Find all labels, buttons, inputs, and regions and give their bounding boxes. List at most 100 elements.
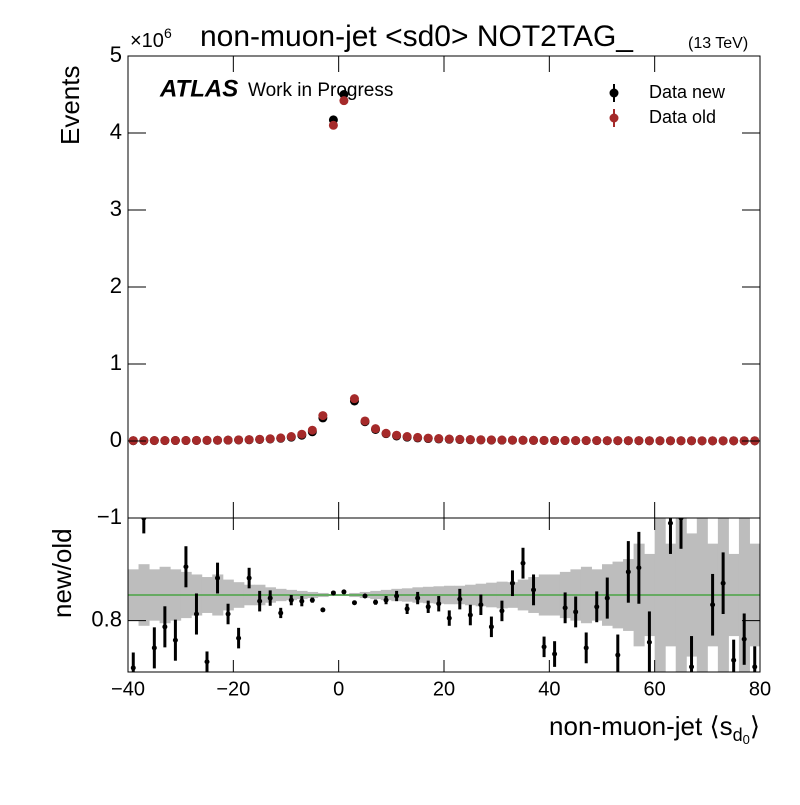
data-point [371, 424, 381, 434]
ratio-point [646, 639, 652, 645]
ratio-point [151, 645, 157, 651]
ratio-point [394, 593, 400, 599]
y-tick-label: 1 [110, 350, 122, 375]
data-point [149, 436, 159, 446]
data-point [592, 436, 602, 446]
ratio-point [667, 520, 673, 526]
x-axis-label: non-muon-jet ⟨sd0⟩ [549, 711, 760, 748]
data-point [708, 436, 718, 446]
data-point [265, 434, 275, 444]
data-point [507, 435, 517, 445]
data-point [160, 436, 170, 446]
ratio-point [204, 659, 210, 665]
data-point [328, 120, 338, 130]
ratio-point [183, 564, 189, 570]
x-tick-label: 40 [538, 678, 560, 700]
energy-label: (13 TeV) [688, 35, 748, 52]
x-label-subsub: 0 [743, 732, 750, 747]
ratio-point [731, 657, 737, 663]
ratio-point [373, 599, 379, 605]
data-point [276, 433, 286, 443]
ratio-point [362, 593, 368, 599]
ratio-point [341, 589, 347, 595]
ratio-point [478, 602, 484, 608]
y-tick-label: 3 [110, 196, 122, 221]
ratio-point [467, 612, 473, 618]
data-point [349, 394, 359, 404]
data-point [718, 436, 728, 446]
data-point [476, 435, 486, 445]
data-point [297, 429, 307, 439]
data-point [423, 433, 433, 443]
ratio-point [509, 580, 515, 586]
x-tick-label: 20 [433, 678, 455, 700]
multiplier: ×106 [130, 25, 172, 53]
data-point [729, 436, 739, 446]
experiment-label: ATLAS [159, 75, 238, 102]
ratio-point [625, 569, 631, 575]
ratio-point [257, 598, 263, 604]
ratio-point [246, 575, 252, 581]
x-tick-label: 80 [749, 678, 771, 700]
data-point [613, 436, 623, 446]
ratio-point [741, 636, 747, 642]
data-point [307, 425, 317, 435]
legend-marker [609, 113, 619, 123]
data-point [518, 435, 528, 445]
ratio-point [351, 600, 357, 606]
ratio-point [499, 608, 505, 614]
data-point [213, 435, 223, 445]
x-label-sub: d [733, 725, 743, 745]
data-point [539, 435, 549, 445]
x-tick-label: −40 [111, 678, 145, 700]
data-point [392, 430, 402, 440]
ratio-point [383, 597, 389, 603]
ratio-point [752, 664, 758, 670]
data-point [286, 432, 296, 442]
data-point [434, 434, 444, 444]
y-axis-label: Events [55, 66, 85, 146]
ratio-point [162, 624, 168, 630]
data-point [255, 434, 265, 444]
status-label: Work in Progress [248, 80, 393, 101]
x-tick-label: −20 [216, 678, 250, 700]
ratio-point [604, 595, 610, 601]
data-point [202, 435, 212, 445]
data-point [170, 435, 180, 445]
ratio-point [488, 624, 494, 630]
legend-marker [609, 88, 619, 98]
ratio-point [562, 605, 568, 611]
ratio-point [141, 518, 147, 521]
data-point [655, 436, 665, 446]
ratio-y-axis-label: new/old [47, 528, 77, 618]
ratio-point [236, 635, 242, 641]
ratio-point [130, 665, 136, 671]
ratio-point [689, 664, 695, 670]
ratio-point [278, 610, 284, 616]
ratio-point [583, 645, 589, 651]
data-point [665, 436, 675, 446]
data-point [181, 435, 191, 445]
ratio-point [710, 602, 716, 608]
data-point [550, 435, 560, 445]
ratio-point [404, 606, 410, 612]
data-point [234, 435, 244, 445]
data-point [623, 436, 633, 446]
ratio-point [215, 575, 221, 581]
multiplier-exponent: 6 [164, 25, 172, 41]
x-tick-label: 60 [644, 678, 666, 700]
data-point [360, 416, 370, 426]
ratio-point [520, 560, 526, 566]
data-point [644, 436, 654, 446]
x-tick-label: 0 [333, 678, 344, 700]
ratio-plot-area [128, 518, 760, 672]
data-point [465, 435, 475, 445]
ratio-point [299, 598, 305, 604]
data-point [339, 90, 349, 99]
data-point [318, 411, 328, 421]
ratio-point [288, 597, 294, 603]
ratio-point [720, 580, 726, 586]
data-point [497, 435, 507, 445]
